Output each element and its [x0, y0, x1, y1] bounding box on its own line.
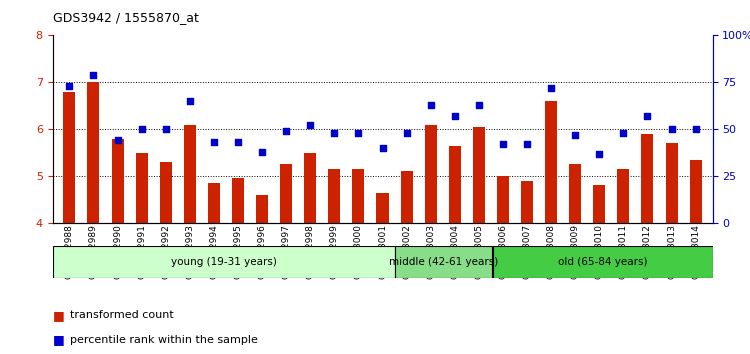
- Text: GDS3942 / 1555870_at: GDS3942 / 1555870_at: [53, 11, 198, 24]
- Point: [641, 113, 653, 119]
- Point: [665, 126, 677, 132]
- Point: [690, 126, 702, 132]
- Bar: [304, 153, 316, 223]
- Text: percentile rank within the sample: percentile rank within the sample: [70, 335, 258, 345]
- Bar: [497, 176, 509, 223]
- Bar: [63, 92, 76, 223]
- Bar: [472, 127, 484, 223]
- Point: [593, 151, 605, 156]
- Text: old (65-84 years): old (65-84 years): [558, 257, 647, 267]
- Point: [617, 130, 629, 136]
- Point: [63, 83, 75, 89]
- Point: [88, 72, 100, 78]
- Bar: [280, 164, 292, 223]
- Bar: [617, 169, 629, 223]
- Bar: [53, 246, 394, 278]
- Bar: [352, 169, 364, 223]
- Point: [376, 145, 388, 151]
- Point: [424, 102, 436, 108]
- Text: young (19-31 years): young (19-31 years): [171, 257, 277, 267]
- Bar: [256, 195, 268, 223]
- Bar: [208, 183, 220, 223]
- Point: [521, 141, 533, 147]
- Point: [304, 122, 316, 128]
- Bar: [493, 246, 712, 278]
- Point: [400, 130, 412, 136]
- Point: [448, 113, 460, 119]
- Text: ■: ■: [53, 333, 64, 346]
- Bar: [448, 145, 460, 223]
- Point: [256, 149, 268, 155]
- Point: [160, 126, 172, 132]
- Bar: [394, 246, 493, 278]
- Point: [112, 138, 124, 143]
- Point: [184, 98, 196, 104]
- Bar: [160, 162, 172, 223]
- Bar: [376, 193, 388, 223]
- Point: [472, 102, 484, 108]
- Bar: [328, 169, 340, 223]
- Bar: [136, 153, 148, 223]
- Bar: [593, 185, 605, 223]
- Point: [545, 85, 557, 91]
- Point: [280, 128, 292, 134]
- Bar: [545, 101, 557, 223]
- Point: [352, 130, 364, 136]
- Bar: [232, 178, 244, 223]
- Bar: [689, 160, 702, 223]
- Bar: [88, 82, 100, 223]
- Bar: [665, 143, 677, 223]
- Text: transformed count: transformed count: [70, 310, 173, 320]
- Point: [208, 139, 220, 145]
- Bar: [112, 139, 124, 223]
- Point: [328, 130, 340, 136]
- Text: middle (42-61 years): middle (42-61 years): [389, 257, 498, 267]
- Text: ■: ■: [53, 309, 64, 321]
- Point: [232, 139, 244, 145]
- Bar: [184, 125, 196, 223]
- Point: [497, 141, 509, 147]
- Bar: [521, 181, 533, 223]
- Point: [569, 132, 581, 138]
- Bar: [641, 134, 653, 223]
- Bar: [400, 171, 412, 223]
- Point: [136, 126, 148, 132]
- Bar: [424, 125, 436, 223]
- Bar: [569, 164, 581, 223]
